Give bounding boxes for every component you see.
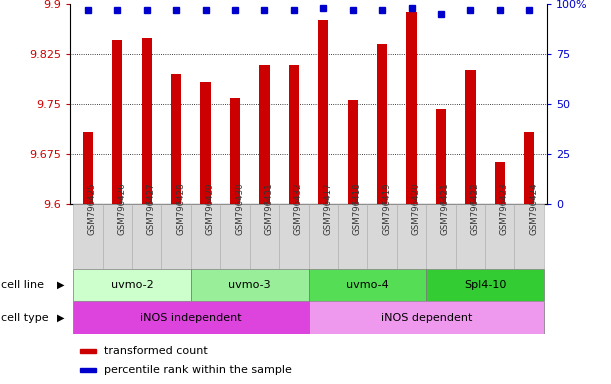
Bar (348, 100, 358, 204)
Bar (200, 82, 211, 204)
FancyBboxPatch shape (73, 301, 309, 334)
Bar (80, 368, 97, 372)
Text: uvmo-4: uvmo-4 (346, 280, 389, 290)
FancyBboxPatch shape (367, 204, 397, 269)
Bar (524, 132, 535, 204)
Bar (406, 12, 417, 204)
FancyBboxPatch shape (221, 204, 250, 269)
Bar (230, 98, 240, 204)
Text: GSM796432: GSM796432 (294, 182, 303, 235)
FancyBboxPatch shape (73, 204, 103, 269)
FancyBboxPatch shape (191, 269, 309, 301)
Text: cell line: cell line (1, 280, 44, 290)
FancyBboxPatch shape (161, 204, 191, 269)
Text: GSM796421: GSM796421 (441, 182, 450, 235)
FancyBboxPatch shape (132, 204, 161, 269)
Text: uvmo-3: uvmo-3 (229, 280, 271, 290)
Text: GSM796419: GSM796419 (382, 182, 391, 235)
Text: ▶: ▶ (57, 313, 64, 323)
Text: GSM796431: GSM796431 (265, 182, 274, 235)
FancyBboxPatch shape (309, 269, 426, 301)
Text: ▶: ▶ (57, 280, 64, 290)
FancyBboxPatch shape (191, 204, 221, 269)
FancyBboxPatch shape (456, 204, 485, 269)
Text: GSM796418: GSM796418 (353, 182, 362, 235)
Text: Spl4-10: Spl4-10 (464, 280, 507, 290)
FancyBboxPatch shape (426, 269, 544, 301)
Text: GSM796423: GSM796423 (500, 182, 509, 235)
Text: GSM796417: GSM796417 (323, 182, 332, 235)
Text: uvmo-2: uvmo-2 (111, 280, 153, 290)
Bar (142, 38, 152, 204)
Text: GSM796427: GSM796427 (147, 182, 156, 235)
Bar (318, 20, 329, 204)
Text: GSM796425: GSM796425 (88, 182, 97, 235)
FancyBboxPatch shape (250, 204, 279, 269)
Bar (495, 162, 505, 204)
Bar (465, 70, 475, 204)
Text: GSM796422: GSM796422 (470, 182, 480, 235)
Text: GSM796429: GSM796429 (205, 182, 214, 235)
FancyBboxPatch shape (279, 204, 309, 269)
FancyBboxPatch shape (309, 204, 338, 269)
Text: iNOS independent: iNOS independent (140, 313, 242, 323)
Text: GSM796430: GSM796430 (235, 182, 244, 235)
FancyBboxPatch shape (514, 204, 544, 269)
Text: GSM796424: GSM796424 (529, 182, 538, 235)
Text: GSM796428: GSM796428 (176, 182, 185, 235)
Bar (377, 44, 387, 204)
Bar (289, 65, 299, 204)
Bar (436, 109, 446, 204)
Bar (259, 65, 269, 204)
Text: cell type: cell type (1, 313, 49, 323)
FancyBboxPatch shape (397, 204, 426, 269)
FancyBboxPatch shape (103, 204, 132, 269)
Text: transformed count: transformed count (104, 346, 207, 356)
Text: percentile rank within the sample: percentile rank within the sample (104, 364, 291, 374)
Bar (171, 74, 181, 204)
FancyBboxPatch shape (426, 204, 456, 269)
Text: iNOS dependent: iNOS dependent (381, 313, 472, 323)
Bar (82, 132, 93, 204)
Bar (80, 349, 97, 353)
Text: GSM796420: GSM796420 (412, 182, 420, 235)
Text: GSM796426: GSM796426 (117, 182, 126, 235)
FancyBboxPatch shape (338, 204, 367, 269)
FancyBboxPatch shape (309, 301, 544, 334)
Bar (112, 40, 122, 204)
FancyBboxPatch shape (485, 204, 514, 269)
FancyBboxPatch shape (73, 269, 191, 301)
